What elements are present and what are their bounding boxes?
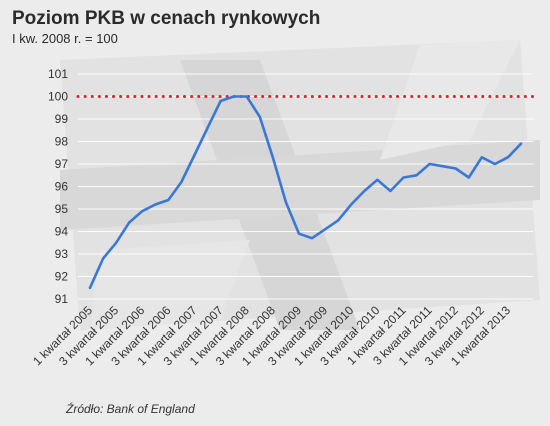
y-tick-label: 92 [55, 270, 69, 284]
y-tick-label: 94 [55, 225, 69, 239]
y-tick-label: 97 [55, 157, 69, 171]
y-tick-label: 96 [55, 180, 69, 194]
y-tick-label: 98 [55, 135, 69, 149]
chart-subtitle: I kw. 2008 r. = 100 [12, 31, 118, 46]
y-tick-label: 99 [55, 112, 69, 126]
chart-title: Poziom PKB w cenach rynkowych [12, 8, 321, 29]
series-line-0 [88, 95, 523, 290]
y-axis-ticks: 91 92 93 94 95 96 97 98 99 100 101 [48, 67, 68, 306]
y-tick-label: 95 [55, 202, 69, 216]
y-tick-label: 100 [48, 90, 68, 104]
y-tick-label: 101 [48, 67, 68, 81]
grid-layer [78, 73, 533, 300]
series-layer [88, 95, 523, 290]
y-tick-label: 91 [55, 292, 69, 306]
source-note: Źródło: Bank of England [66, 402, 195, 416]
y-tick-label: 93 [55, 247, 69, 261]
